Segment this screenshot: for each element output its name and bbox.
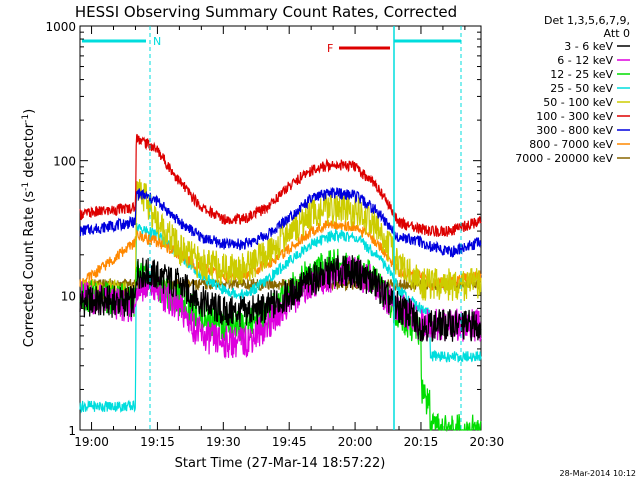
x-tick-label: 20:15 bbox=[404, 435, 439, 449]
y-label-sup-1: -1 bbox=[21, 182, 31, 191]
y-label-part-1: Corrected Count Rate (s bbox=[22, 191, 37, 348]
legend-item-label: 50 - 100 keV bbox=[543, 96, 613, 109]
x-tick-label: 20:30 bbox=[470, 435, 505, 449]
y-label-part-3: detector bbox=[22, 122, 37, 182]
series-line bbox=[79, 187, 482, 258]
y-axis-label: Corrected Count Rate (s-1 detector-1) bbox=[21, 109, 37, 347]
legend-item-label: 12 - 25 keV bbox=[550, 68, 613, 81]
x-tick-label: 19:15 bbox=[140, 435, 175, 449]
legend-item-label: 3 - 6 keV bbox=[564, 40, 613, 53]
y-label-sup-2: -1 bbox=[21, 114, 31, 123]
flag-f-label: F bbox=[327, 42, 333, 55]
y-tick-label: 1 bbox=[68, 424, 76, 438]
legend-item-label: 300 - 800 keV bbox=[536, 124, 613, 137]
y-label-part-5: ) bbox=[22, 109, 37, 114]
series-line bbox=[79, 133, 482, 237]
legend-item-label: 6 - 12 keV bbox=[557, 54, 613, 67]
plot-area-frame bbox=[79, 25, 482, 431]
legend-header-line-2: Att 0 bbox=[604, 27, 630, 40]
series-line bbox=[79, 222, 482, 414]
x-axis-ticks: 19:00 19:15 19:30 19:45 20:00 20:15 20:30 bbox=[74, 26, 504, 449]
legend-item-label: 25 - 50 keV bbox=[550, 82, 613, 95]
y-tick-label: 1000 bbox=[45, 20, 76, 34]
y-tick-label: 100 bbox=[53, 155, 76, 169]
footer-date: 28-Mar-2014 10:12 bbox=[560, 469, 637, 478]
x-tick-label: 19:00 bbox=[74, 435, 109, 449]
series-line bbox=[79, 178, 482, 312]
chart-title: HESSI Observing Summary Count Rates, Cor… bbox=[75, 3, 457, 21]
x-tick-label: 19:45 bbox=[272, 435, 307, 449]
series-line bbox=[79, 255, 482, 342]
flag-markers: N F bbox=[82, 26, 462, 430]
y-tick-label: 10 bbox=[61, 289, 76, 303]
legend-header-line-1: Det 1,3,5,6,7,9, bbox=[544, 14, 630, 27]
series-layer bbox=[79, 133, 482, 433]
x-tick-label: 20:00 bbox=[338, 435, 373, 449]
legend-item-label: 100 - 300 keV bbox=[536, 110, 613, 123]
x-axis-label: Start Time (27-Mar-14 18:57:22) bbox=[175, 456, 386, 471]
legend-item-label: 7000 - 20000 keV bbox=[515, 152, 613, 165]
legend-item-label: 800 - 7000 keV bbox=[529, 138, 613, 151]
flag-n-label: N bbox=[153, 35, 161, 48]
x-tick-label: 19:30 bbox=[206, 435, 241, 449]
